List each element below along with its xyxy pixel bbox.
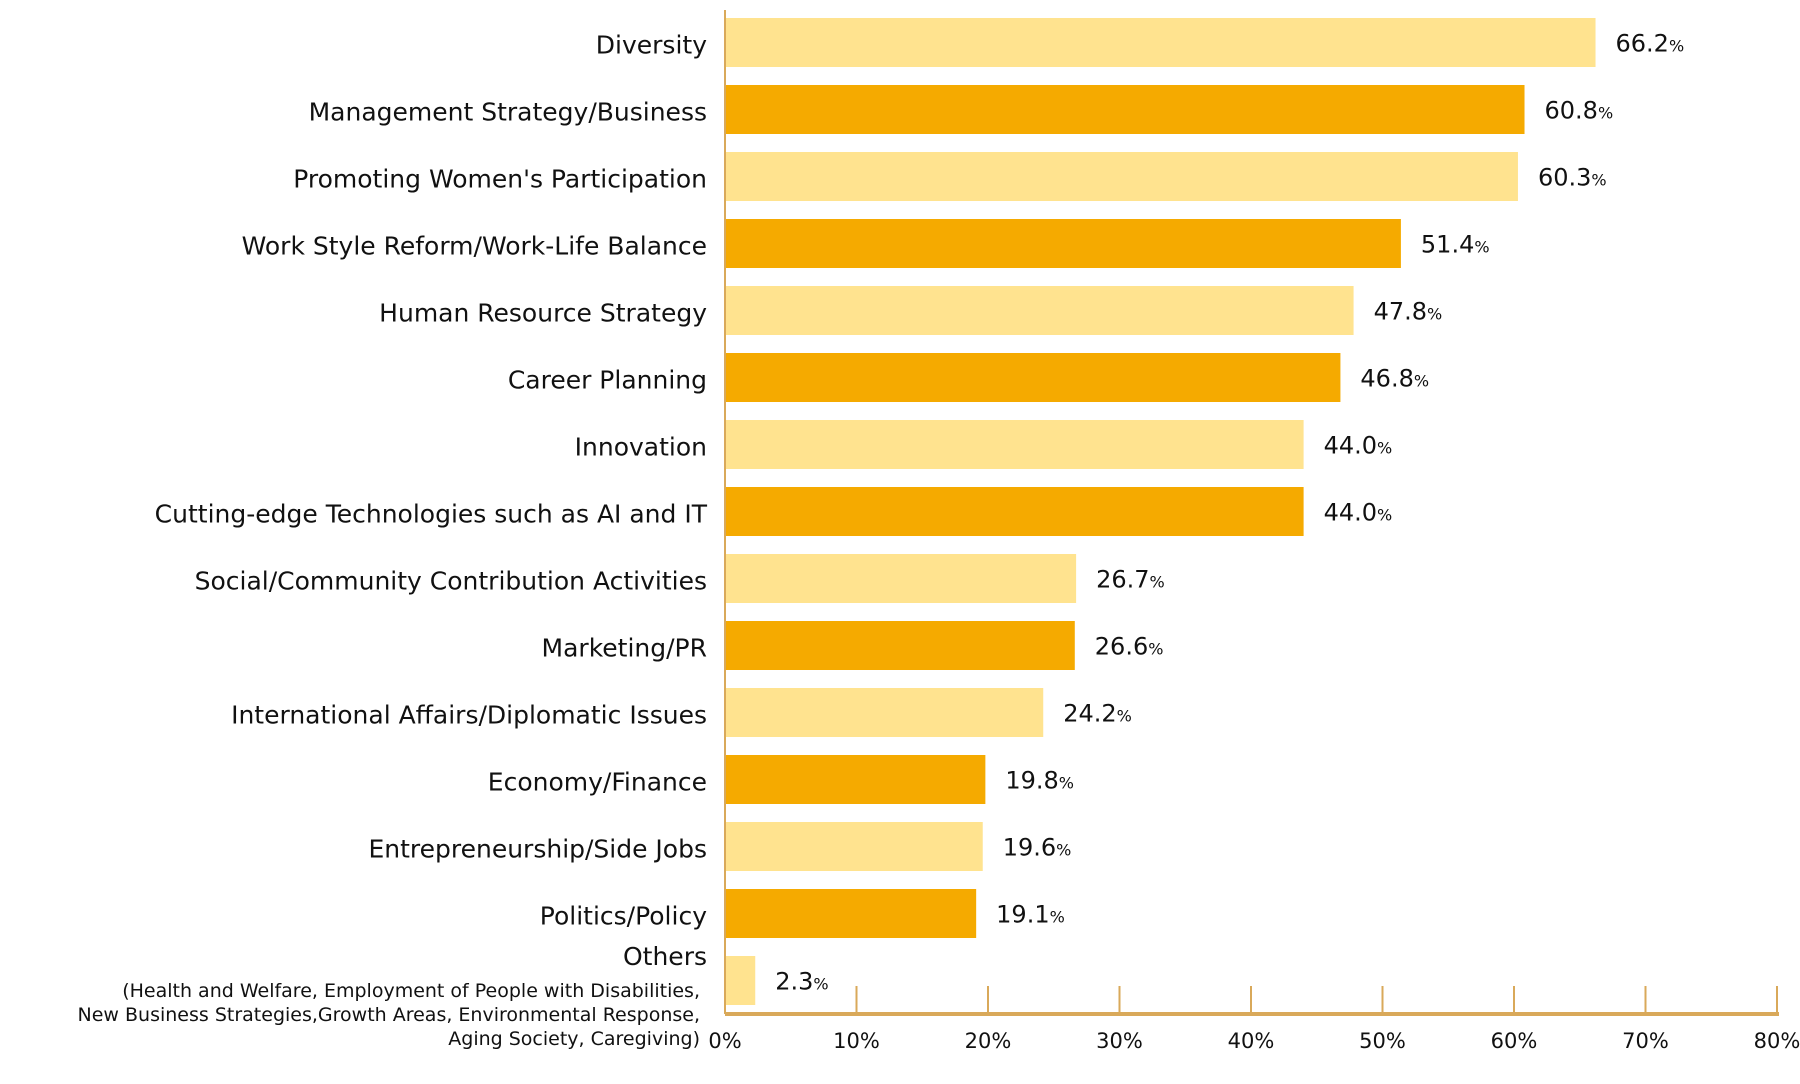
bar [725, 554, 1077, 603]
category-label: Marketing/PR [542, 634, 707, 663]
value-label: 19.1% [996, 901, 1065, 929]
bar [725, 18, 1596, 67]
bar [725, 85, 1525, 134]
category-label: Others [623, 942, 707, 971]
category-note: Aging Society, Caregiving) [448, 1028, 700, 1050]
value-label: 19.8% [1005, 767, 1074, 795]
category-label: Politics/Policy [540, 902, 707, 931]
value-label: 46.8% [1360, 365, 1429, 393]
value-label: 19.6% [1003, 834, 1072, 862]
value-label: 47.8% [1374, 298, 1443, 326]
x-tick-label: 0% [708, 1029, 741, 1053]
value-label: 26.6% [1095, 633, 1164, 661]
category-note: (Health and Welfare, Employment of Peopl… [122, 980, 700, 1002]
x-tick-label: 60% [1491, 1029, 1538, 1053]
x-tick-label: 80% [1754, 1029, 1800, 1053]
value-label: 44.0% [1324, 432, 1393, 460]
bar [725, 487, 1304, 536]
bar [725, 755, 986, 804]
value-label: 66.2% [1616, 30, 1685, 58]
bar [725, 889, 977, 938]
x-tick-label: 70% [1622, 1029, 1669, 1053]
x-tick-label: 50% [1359, 1029, 1406, 1053]
value-label: 44.0% [1324, 499, 1393, 527]
category-label: Innovation [575, 433, 707, 462]
bar [725, 219, 1401, 268]
x-tick-label: 20% [965, 1029, 1012, 1053]
bar [725, 688, 1044, 737]
bar [725, 353, 1341, 402]
bar [725, 420, 1304, 469]
value-label: 60.8% [1545, 97, 1614, 125]
bar [725, 152, 1518, 201]
bar [725, 286, 1354, 335]
category-label: Cutting-edge Technologies such as AI and… [155, 500, 708, 529]
category-label: Entrepreneurship/Side Jobs [368, 835, 707, 864]
bar [725, 956, 756, 1005]
category-label: Social/Community Contribution Activities [195, 567, 707, 596]
value-label: 26.7% [1096, 566, 1165, 594]
value-label: 60.3% [1538, 164, 1607, 192]
x-tick-label: 10% [833, 1029, 880, 1053]
x-tick-label: 40% [1228, 1029, 1275, 1053]
bar [725, 822, 983, 871]
category-label: Management Strategy/Business [309, 98, 707, 127]
category-label: Work Style Reform/Work-Life Balance [242, 232, 707, 261]
x-tick-label: 30% [1096, 1029, 1143, 1053]
category-label: Economy/Finance [488, 768, 707, 797]
category-label: International Affairs/Diplomatic Issues [231, 701, 707, 730]
value-label: 24.2% [1063, 700, 1132, 728]
category-label: Diversity [596, 31, 707, 60]
value-label: 51.4% [1421, 231, 1490, 259]
category-note: New Business Strategies,Growth Areas, En… [78, 1004, 700, 1026]
bar [725, 621, 1075, 670]
category-label: Career Planning [508, 366, 707, 395]
category-label: Promoting Women's Participation [293, 165, 707, 194]
value-label: 2.3% [775, 968, 828, 996]
category-label: Human Resource Strategy [379, 299, 707, 328]
